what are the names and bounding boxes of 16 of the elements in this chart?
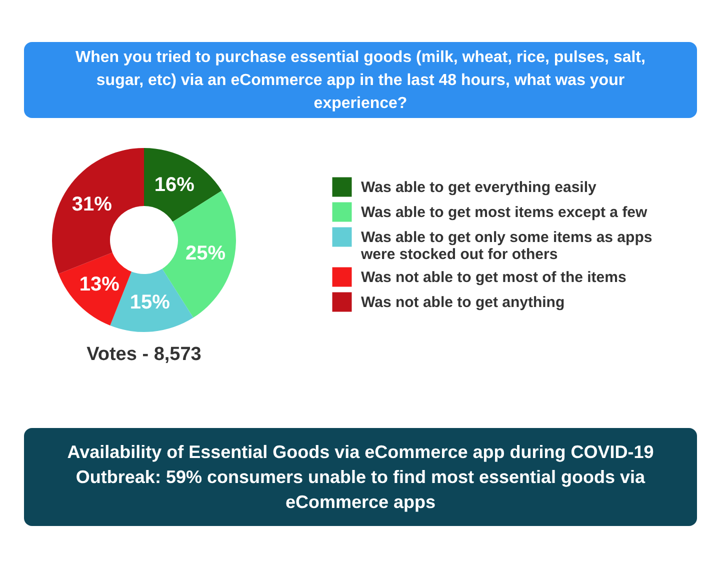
- data-label: 25%: [185, 242, 226, 265]
- legend-label: Was not able to get anything: [361, 294, 565, 311]
- legend-label: Was able to get only some items as apps were stocked out for others: [360, 229, 652, 263]
- data-label: 31%: [72, 194, 112, 216]
- donut-slice: [52, 148, 144, 274]
- legend-label: Was not able to get most of the items: [361, 269, 626, 286]
- legend-label: Was able to get everything easily: [361, 179, 598, 196]
- donut-slice: [144, 148, 222, 222]
- data-label: 15%: [130, 292, 170, 314]
- chart-title: When you tried to purchase essential goods (milk, wheat, rice, pulses, salt, sugar, etc) via an eCommerce app in the last 48 hours, what was your experience?: [24, 42, 697, 118]
- text: Votes - 8,573: [86, 344, 202, 366]
- data-label: 13%: [79, 274, 120, 296]
- legend-label: Was able to get most items except a few: [361, 204, 648, 221]
- donut-slice: [58, 252, 132, 326]
- text: Availability of Essential Goods via eCommerce app during COVID-19 Outbreak: 59% consumers unable to find most essential goods via eCommerce apps: [24, 428, 697, 526]
- data-label: 16%: [154, 174, 195, 196]
